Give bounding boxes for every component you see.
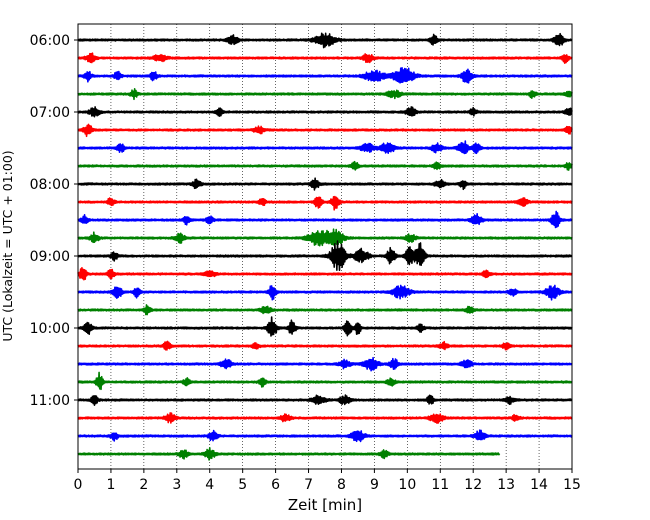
x-tick-label-10: 10	[398, 477, 416, 493]
x-tick-label-7: 7	[304, 477, 313, 493]
y-tick-label-1000: 10:00	[30, 321, 70, 337]
x-tick-label-5: 5	[238, 477, 247, 493]
x-axis-ticks: 0 1 2 3 4 5 6 7 8 9 10 11 12 13 14 15	[74, 469, 581, 493]
trace-0630	[77, 66, 573, 84]
y-tick-label-1100: 11:00	[30, 393, 70, 409]
trace-0945	[77, 304, 573, 316]
seismic-traces	[77, 32, 573, 461]
trace-0645	[77, 88, 573, 101]
trace-0600	[77, 32, 573, 49]
x-tick-label-11: 11	[431, 477, 449, 493]
trace-1145	[77, 446, 501, 461]
x-tick-label-6: 6	[271, 477, 280, 493]
trace-1030	[77, 356, 573, 372]
x-tick-label-13: 13	[497, 477, 515, 493]
trace-0900	[77, 240, 573, 271]
y-tick-label-0800: 08:00	[30, 177, 70, 193]
y-tick-label-0900: 09:00	[30, 249, 70, 265]
trace-0745	[77, 160, 573, 171]
x-tick-label-1: 1	[106, 477, 115, 493]
trace-0700	[77, 106, 573, 118]
x-tick-label-4: 4	[205, 477, 214, 493]
x-tick-label-3: 3	[172, 477, 181, 493]
x-tick-label-9: 9	[370, 477, 379, 493]
y-axis-ticks: 06:00 07:00 08:00 09:00 10:00 11:00	[30, 33, 78, 409]
x-tick-label-8: 8	[337, 477, 346, 493]
trace-0930	[77, 284, 573, 301]
trace-0815	[77, 195, 573, 211]
trace-1000	[77, 316, 573, 337]
x-tick-label-12: 12	[464, 477, 482, 493]
trace-1115	[77, 412, 573, 425]
x-axis-label: Zeit [min]	[288, 496, 362, 514]
trace-1045	[77, 371, 573, 391]
plot-frame	[77, 23, 573, 470]
trace-0830	[77, 210, 573, 229]
x-tick-label-2: 2	[139, 477, 148, 493]
trace-0915	[77, 266, 573, 281]
trace-1015	[77, 340, 573, 351]
trace-1100	[77, 394, 573, 406]
trace-0715	[77, 123, 573, 138]
trace-0800	[77, 177, 573, 191]
y-axis-label: UTC (Lokalzeit = UTC + 01:00)	[0, 150, 15, 341]
trace-0845	[77, 228, 573, 247]
x-tick-label-0: 0	[74, 477, 83, 493]
trace-1130	[77, 429, 573, 443]
trace-0615	[77, 52, 573, 64]
x-tick-label-14: 14	[530, 477, 548, 493]
y-tick-label-0600: 06:00	[30, 33, 70, 49]
trace-0730	[77, 140, 573, 155]
x-tick-label-15: 15	[563, 477, 581, 493]
y-tick-label-0700: 07:00	[30, 105, 70, 121]
